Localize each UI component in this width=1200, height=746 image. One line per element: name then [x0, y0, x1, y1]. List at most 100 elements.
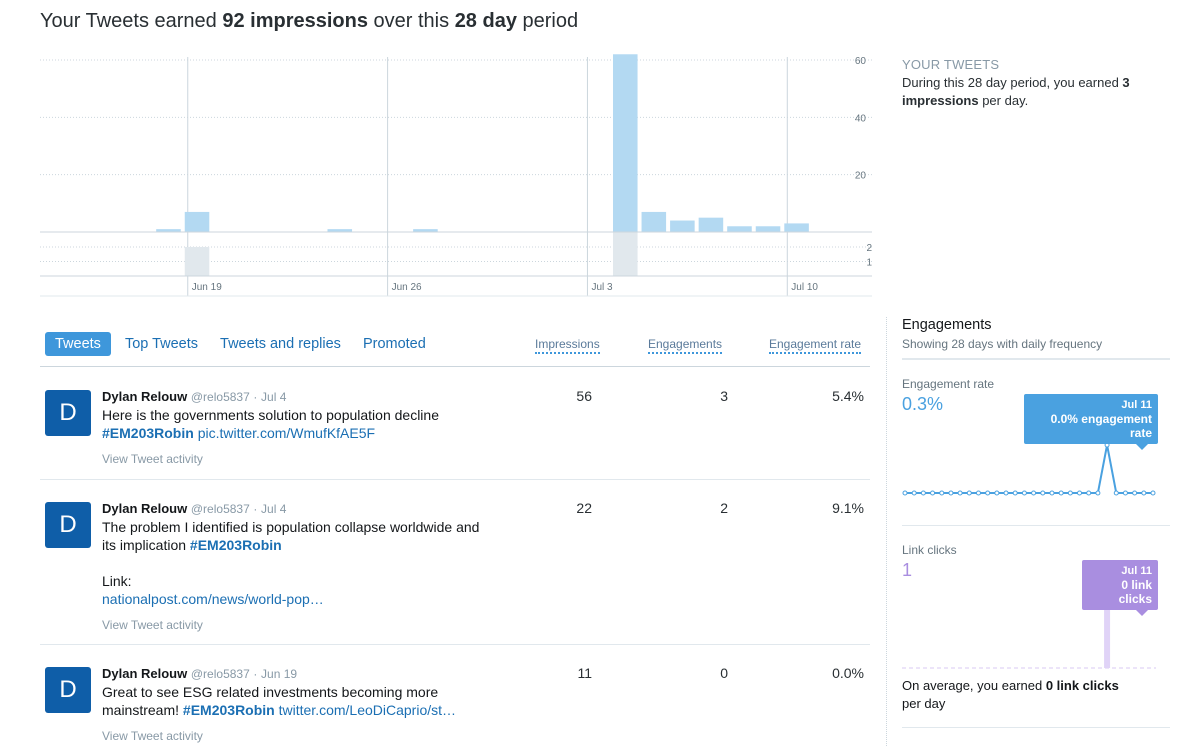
table-row: D Dylan Relouw @relo5837 · Jun 19 Great …	[40, 655, 870, 746]
impressions-bar	[727, 226, 752, 232]
tweet-date[interactable]: Jul 4	[261, 502, 287, 516]
tweet-author-name[interactable]: Dylan Relouw	[102, 501, 188, 516]
avatar[interactable]: D	[45, 667, 91, 713]
average-value: 0 link clicks	[1045, 678, 1119, 693]
engagements-bar	[184, 247, 210, 276]
link-clicks-label: Link clicks	[902, 543, 957, 557]
impressions-bar	[784, 223, 809, 232]
average-prefix: On average, you earned	[902, 678, 1046, 693]
tweet-meta: Dylan Relouw @relo5837 · Jul 4	[102, 388, 502, 406]
avatar[interactable]: D	[45, 390, 91, 436]
hashtag-link[interactable]: #EM203Robin	[102, 425, 194, 441]
link-clicks-sparkline[interactable]	[902, 600, 1162, 672]
engagement-rate-point	[1113, 490, 1119, 496]
engagement-rate-point	[994, 490, 1000, 496]
table-row: D Dylan Relouw @relo5837 · Jul 4 The pro…	[40, 490, 870, 640]
summary-suffix: per day.	[978, 93, 1029, 108]
engagement-rate-label: Engagement rate	[902, 377, 995, 391]
impressions-bar	[184, 211, 210, 232]
column-engagement-rate[interactable]: Engagement rate	[769, 337, 862, 354]
tweet-text: The problem I identified is population c…	[102, 518, 482, 554]
engagement-rate-point	[1095, 490, 1101, 496]
tweet-author-name[interactable]: Dylan Relouw	[102, 389, 188, 404]
engagement-rate-point	[1003, 490, 1009, 496]
column-impressions[interactable]: Impressions	[535, 337, 600, 354]
tweet-tabs: Tweets Top Tweets Tweets and replies Pro…	[45, 331, 442, 356]
view-tweet-activity-link[interactable]: View Tweet activity	[102, 729, 203, 743]
column-engagements[interactable]: Engagements	[648, 337, 723, 354]
table-header-divider	[40, 366, 870, 367]
engagement-rate-point	[1122, 490, 1128, 496]
tweet-link[interactable]: nationalpost.com/news/world-pop…	[102, 591, 324, 607]
tab-top-tweets[interactable]: Top Tweets	[124, 335, 199, 352]
summary-value: 3	[1122, 75, 1130, 90]
tab-tweets[interactable]: Tweets	[45, 331, 111, 356]
row-divider	[40, 479, 870, 480]
y-tick-label: 20	[855, 171, 867, 182]
impressions-bar	[698, 217, 724, 232]
engagement-rate-point	[939, 490, 945, 496]
link-clicks-tooltip: Jul 11 0 link clicks	[1082, 560, 1158, 616]
x-tick-label: Jun 19	[192, 282, 222, 293]
engagement-rate-point	[985, 490, 991, 496]
engagements-subheading: Showing 28 days with daily frequency	[902, 337, 1103, 351]
impressions-chart: 20 40 60 1 2 Jun 19 Jun 26 Jul 3 Jul 10	[40, 54, 872, 297]
title-period: 28 day	[454, 10, 517, 32]
hashtag-link[interactable]: #EM203Robin	[189, 537, 282, 553]
engagement-rate-tooltip-date: Jul 11	[1121, 399, 1152, 411]
tweet-impressions: 56	[576, 388, 592, 404]
tweet-date[interactable]: Jun 19	[261, 667, 298, 681]
tweet-link[interactable]: twitter.com/LeoDiCaprio/st…	[278, 702, 457, 718]
tweet-body: Here is the governments solution to popu…	[102, 407, 439, 423]
link-label: Link:	[102, 573, 132, 589]
engagement-rate-point	[911, 490, 917, 496]
page-title: Your Tweets earned 92 impressions over t…	[40, 10, 578, 33]
engagement-rate-point	[1040, 490, 1046, 496]
view-tweet-activity-link[interactable]: View Tweet activity	[102, 452, 203, 466]
tweet-text: Great to see ESG related investments bec…	[102, 683, 482, 719]
tweet-engagements: 0	[720, 665, 728, 681]
impressions-bar	[670, 220, 695, 232]
engagements-bar	[613, 232, 638, 276]
avatar[interactable]: D	[45, 502, 91, 548]
link-clicks-tooltip-text: 0 link clicks	[1118, 578, 1152, 606]
tweet-engagement-rate: 0.0%	[832, 665, 864, 681]
panel-bottom-divider	[902, 727, 1170, 728]
engagement-rate-point	[948, 490, 954, 496]
title-impressions: 92 impressions	[222, 10, 368, 32]
your-tweets-text: During this 28 day period, you earned 3 i…	[902, 74, 1172, 110]
meta-separator: ·	[253, 502, 258, 516]
tweet-link-block: Link: nationalpost.com/news/world-pop…	[102, 572, 502, 608]
link-clicks-value: 1	[902, 560, 913, 580]
tab-tweets-and-replies[interactable]: Tweets and replies	[220, 335, 341, 352]
view-tweet-activity-link[interactable]: View Tweet activity	[102, 618, 203, 632]
tweet-engagement-rate: 5.4%	[832, 388, 864, 404]
tweet-content: Dylan Relouw @relo5837 · Jul 4 The probl…	[102, 500, 502, 634]
engagement-rate-point	[930, 490, 936, 496]
summary-unit: impressions	[902, 93, 979, 108]
panel-divider	[886, 317, 887, 746]
impressions-bar	[156, 229, 181, 232]
tweet-author-name[interactable]: Dylan Relouw	[102, 666, 188, 681]
tweet-handle[interactable]: @relo5837	[190, 390, 250, 404]
engagement-rate-point	[957, 490, 963, 496]
engagement-rate-point	[1031, 490, 1037, 496]
hashtag-link[interactable]: #EM203Robin	[182, 702, 275, 718]
tweet-date[interactable]: Jul 4	[261, 390, 287, 404]
impressions-bar	[413, 229, 438, 232]
tweet-handle[interactable]: @relo5837	[190, 502, 250, 516]
engagement-rate-point	[920, 490, 926, 496]
engagement-rate-sparkline[interactable]	[902, 440, 1162, 510]
engagement-rate-line	[905, 444, 1153, 494]
engagements-panel-header: Engagements Showing 28 days with daily f…	[902, 317, 1170, 351]
tab-promoted[interactable]: Promoted	[362, 335, 426, 352]
tweet-handle[interactable]: @relo5837	[190, 667, 250, 681]
engagement-rate-point	[1058, 490, 1064, 496]
engagement-rate-point	[1067, 490, 1073, 496]
engagement-rate-point	[1132, 490, 1138, 496]
engagement-rate-point	[1077, 490, 1083, 496]
tweet-impressions: 11	[577, 665, 592, 681]
tweet-text: Here is the governments solution to popu…	[102, 406, 502, 442]
row-divider	[40, 644, 870, 645]
tweet-link[interactable]: pic.twitter.com/WmufKfAE5F	[197, 425, 376, 441]
